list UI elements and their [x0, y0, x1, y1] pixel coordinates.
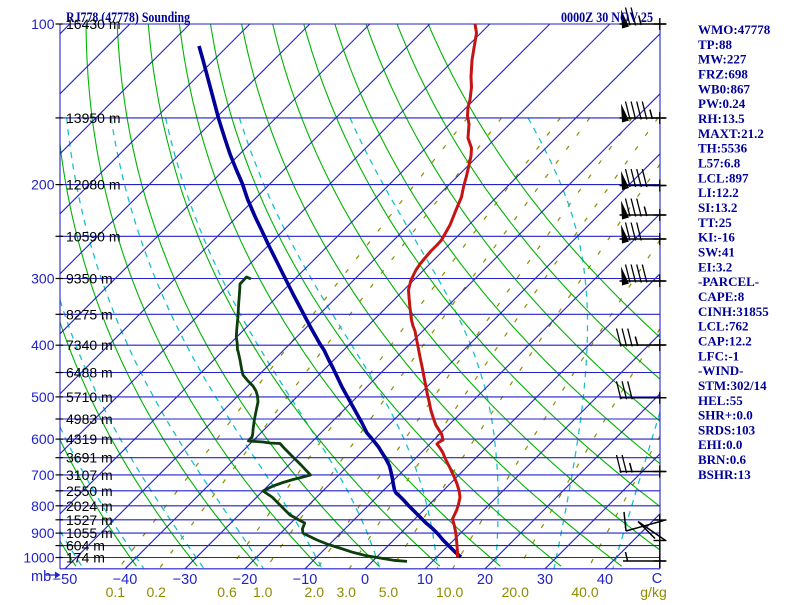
svg-text:FRZ:698: FRZ:698: [698, 66, 748, 81]
svg-text:HEL:55: HEL:55: [698, 393, 743, 408]
svg-text:SI:13.2: SI:13.2: [698, 200, 737, 215]
svg-text:BRN:0.6: BRN:0.6: [698, 452, 747, 467]
svg-text:TP:88: TP:88: [698, 37, 732, 52]
svg-text:0.1: 0.1: [106, 584, 126, 600]
svg-text:40.0: 40.0: [571, 584, 598, 600]
svg-text:200: 200: [31, 177, 55, 193]
svg-text:−20: −20: [233, 572, 258, 588]
svg-text:7340 m: 7340 m: [66, 337, 113, 353]
svg-text:TH:5536: TH:5536: [698, 141, 748, 156]
svg-text:EHI:0.0: EHI:0.0: [698, 437, 742, 452]
svg-text:13950 m: 13950 m: [66, 110, 120, 126]
svg-text:5710 m: 5710 m: [66, 389, 113, 405]
svg-text:SRDS:103: SRDS:103: [698, 422, 756, 437]
svg-text:10: 10: [417, 572, 433, 588]
svg-text:12080 m: 12080 m: [66, 177, 120, 193]
svg-text:CINH:31855: CINH:31855: [698, 304, 769, 319]
svg-text:604 m: 604 m: [66, 538, 105, 554]
svg-text:0.2: 0.2: [147, 584, 167, 600]
svg-text:20.0: 20.0: [502, 584, 529, 600]
svg-text:9350 m: 9350 m: [66, 271, 113, 287]
svg-text:300: 300: [31, 271, 55, 287]
svg-text:RH:13.5: RH:13.5: [698, 111, 745, 126]
svg-text:500: 500: [31, 389, 55, 405]
svg-text:400: 400: [31, 337, 55, 353]
svg-text:LFC:-1: LFC:-1: [698, 348, 739, 363]
svg-text:4983 m: 4983 m: [66, 411, 113, 427]
svg-text:BSHR:13: BSHR:13: [698, 467, 751, 482]
svg-text:2550 m: 2550 m: [66, 483, 113, 499]
svg-text:WB0:867: WB0:867: [698, 81, 751, 96]
svg-text:2.0: 2.0: [305, 584, 325, 600]
svg-text:LI:12.2: LI:12.2: [698, 185, 739, 200]
svg-text:1527 m: 1527 m: [66, 512, 113, 528]
svg-text:KI:-16: KI:-16: [698, 230, 735, 245]
svg-text:mb: mb: [31, 569, 51, 585]
svg-text:LCL:897: LCL:897: [698, 170, 749, 185]
svg-text:0: 0: [361, 572, 369, 588]
svg-text:WMO:47778: WMO:47778: [698, 22, 771, 37]
svg-text:8275 m: 8275 m: [66, 306, 113, 322]
svg-text:TT:25: TT:25: [698, 215, 732, 230]
svg-text:6488 m: 6488 m: [66, 364, 113, 380]
svg-text:800: 800: [31, 498, 55, 514]
svg-text:16430 m: 16430 m: [66, 16, 120, 32]
svg-text:1055 m: 1055 m: [66, 525, 113, 541]
svg-text:5.0: 5.0: [379, 584, 399, 600]
svg-text:C: C: [652, 571, 662, 587]
svg-text:2024 m: 2024 m: [66, 498, 113, 514]
svg-text:900: 900: [31, 525, 55, 541]
svg-text:L57:6.8: L57:6.8: [698, 155, 741, 170]
svg-text:700: 700: [31, 467, 55, 483]
svg-text:SW:41: SW:41: [698, 244, 735, 259]
svg-text:−40: −40: [113, 572, 138, 588]
svg-text:-PARCEL-: -PARCEL-: [698, 274, 759, 289]
svg-text:SHR+:0.0: SHR+:0.0: [698, 408, 753, 423]
svg-text:MW:227: MW:227: [698, 52, 747, 67]
svg-text:10.0: 10.0: [436, 584, 463, 600]
svg-text:EI:3.2: EI:3.2: [698, 259, 732, 274]
svg-text:-WIND-: -WIND-: [698, 363, 744, 378]
svg-text:100: 100: [31, 16, 55, 32]
svg-text:3.0: 3.0: [336, 584, 356, 600]
svg-text:0.6: 0.6: [217, 584, 237, 600]
svg-text:RJ778 (47778) Sounding: RJ778 (47778) Sounding: [66, 10, 190, 26]
svg-text:40: 40: [597, 572, 613, 588]
svg-text:30: 30: [537, 572, 553, 588]
svg-text:PW:0.24: PW:0.24: [698, 96, 746, 111]
svg-text:4319 m: 4319 m: [66, 431, 113, 447]
svg-text:CAPE:8: CAPE:8: [698, 289, 745, 304]
svg-text:g/kg: g/kg: [640, 584, 666, 600]
svg-text:−30: −30: [173, 572, 198, 588]
svg-text:0000Z 30 NOV 25: 0000Z 30 NOV 25: [561, 10, 653, 26]
svg-text:600: 600: [31, 431, 55, 447]
svg-text:STM:302/14: STM:302/14: [698, 378, 767, 393]
svg-text:10590 m: 10590 m: [66, 228, 120, 244]
svg-text:20: 20: [477, 572, 493, 588]
svg-text:CAP:12.2: CAP:12.2: [698, 333, 752, 348]
svg-text:3691 m: 3691 m: [66, 450, 113, 466]
svg-text:1.0: 1.0: [253, 584, 273, 600]
svg-text:1000: 1000: [23, 550, 54, 566]
svg-text:LCL:762: LCL:762: [698, 319, 749, 334]
svg-text:MAXT:21.2: MAXT:21.2: [698, 126, 764, 141]
svg-text:−10: −10: [293, 572, 318, 588]
svg-text:3107 m: 3107 m: [66, 467, 113, 483]
svg-text:174 m: 174 m: [66, 550, 105, 566]
